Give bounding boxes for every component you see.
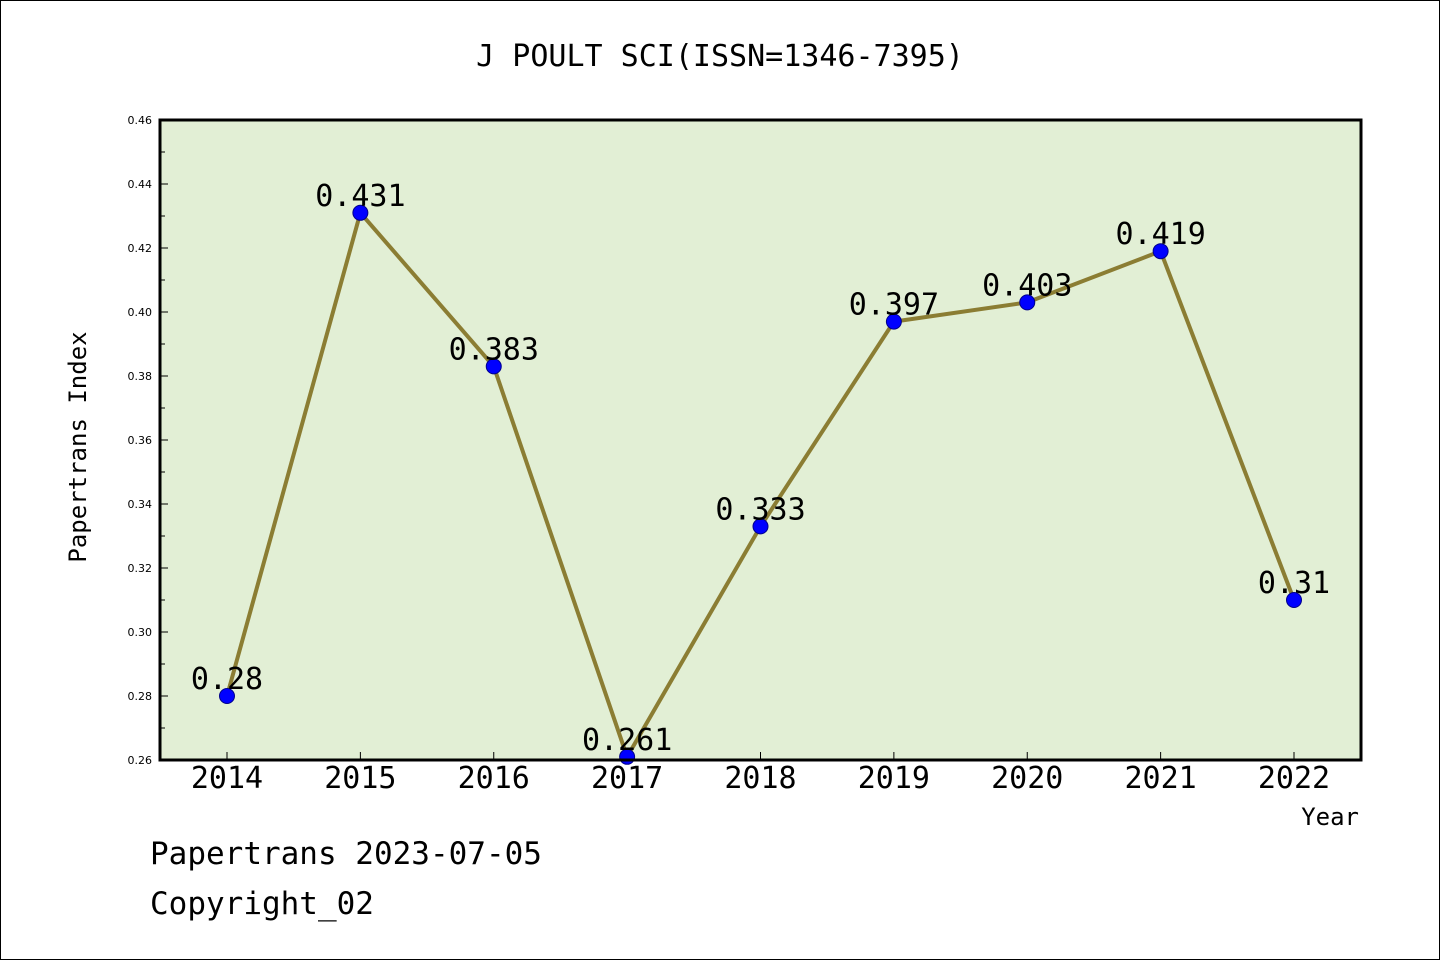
y-tick-label: 0.28 [128,690,153,703]
y-tick-label: 0.38 [128,370,153,383]
y-tick-label: 0.26 [128,754,153,767]
y-tick-label: 0.32 [128,562,153,575]
data-point [352,204,369,221]
x-axis: 2014 2015 2016 2017 2018 2019 2020 2021 2022 [191,752,1330,796]
y-tick-label: 0.30 [128,626,153,639]
y-axis-label: Papertrans Index [64,331,92,562]
data-point [885,313,902,330]
data-label: 0.383 [449,332,539,367]
series-group: 0.28 0.431 0.383 0.261 0.333 0.397 0.403 0.419 0… [191,179,1330,765]
x-axis-label: Year [1301,803,1359,831]
data-label: 0.31 [1258,566,1330,601]
data-label: 0.431 [315,179,405,214]
footer-date-text: Papertrans 2023-07-05 [150,836,542,872]
y-tick-label: 0.46 [128,114,153,127]
data-point [219,688,235,704]
y-tick-label: 0.36 [128,434,153,447]
y-tick-label: 0.42 [128,242,153,255]
plot-border [158,118,1363,762]
y-tick-label: 0.40 [128,306,153,319]
x-tick-label: 2022 [1258,761,1330,796]
footer-copyright-text: Copyright_02 [150,886,374,922]
data-label: 0.333 [715,492,805,527]
data-label: 0.28 [191,662,263,697]
y-tick-label: 0.34 [128,498,153,511]
x-tick-label: 2019 [858,761,930,796]
data-point [485,358,502,375]
x-tick-label: 2016 [458,761,530,796]
data-label: 0.403 [982,268,1072,303]
data-label: 0.261 [582,723,672,758]
x-tick-label: 2014 [191,761,263,796]
data-point [1019,294,1036,311]
x-tick-label: 2021 [1125,761,1197,796]
chart-title: J POULT SCI(ISSN=1346-7395) [476,39,964,74]
data-label: 0.419 [1115,217,1205,252]
data-label: 0.397 [849,288,939,323]
x-tick-label: 2017 [591,761,663,796]
y-tick-label: 0.44 [128,178,153,191]
x-tick-label: 2015 [324,761,396,796]
x-tick-label: 2018 [724,761,796,796]
data-point [752,518,769,535]
x-tick-label: 2020 [991,761,1063,796]
data-point [1286,592,1302,608]
data-point [1152,243,1169,260]
plot-area [160,120,1361,760]
